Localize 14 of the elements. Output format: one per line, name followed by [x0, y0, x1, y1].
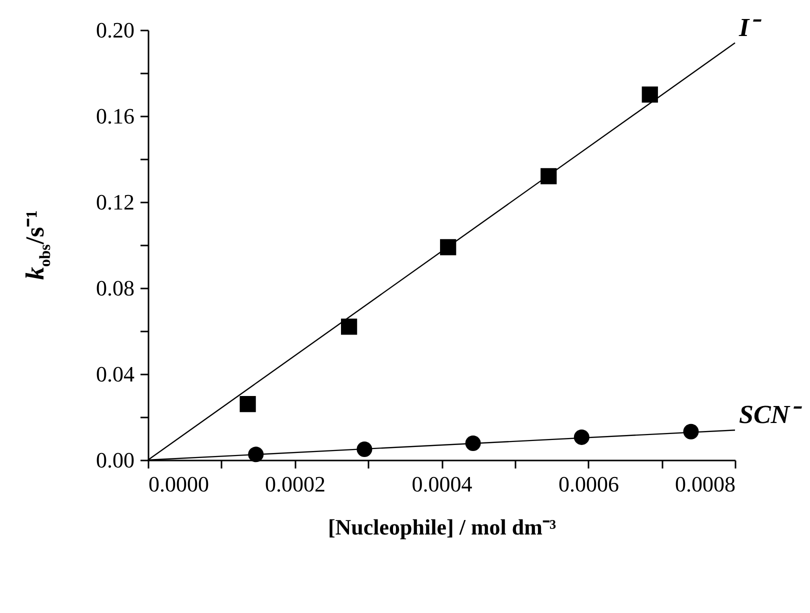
y-tick-label: 0.00 — [96, 448, 134, 472]
x-tick-label: 0.0000 — [148, 472, 209, 496]
series-label: SCN⁻ — [739, 400, 803, 430]
x-axis-title: [Nucleophile] / mol dm⁻³ — [328, 514, 556, 540]
y-tick-label: 0.20 — [96, 18, 134, 42]
y-tick-label: 0.12 — [96, 190, 134, 214]
y-tick-label: 0.08 — [96, 276, 134, 300]
x-tick-label: 0.0004 — [412, 472, 472, 496]
x-tick-label: 0.0006 — [558, 472, 619, 496]
x-tick-label: 0.0008 — [675, 472, 736, 496]
series-label: I⁻ — [738, 12, 762, 42]
x-tick-label: 0.0002 — [265, 472, 326, 496]
y-tick-label: 0.04 — [96, 362, 134, 386]
y-tick-label: 0.16 — [96, 104, 134, 128]
